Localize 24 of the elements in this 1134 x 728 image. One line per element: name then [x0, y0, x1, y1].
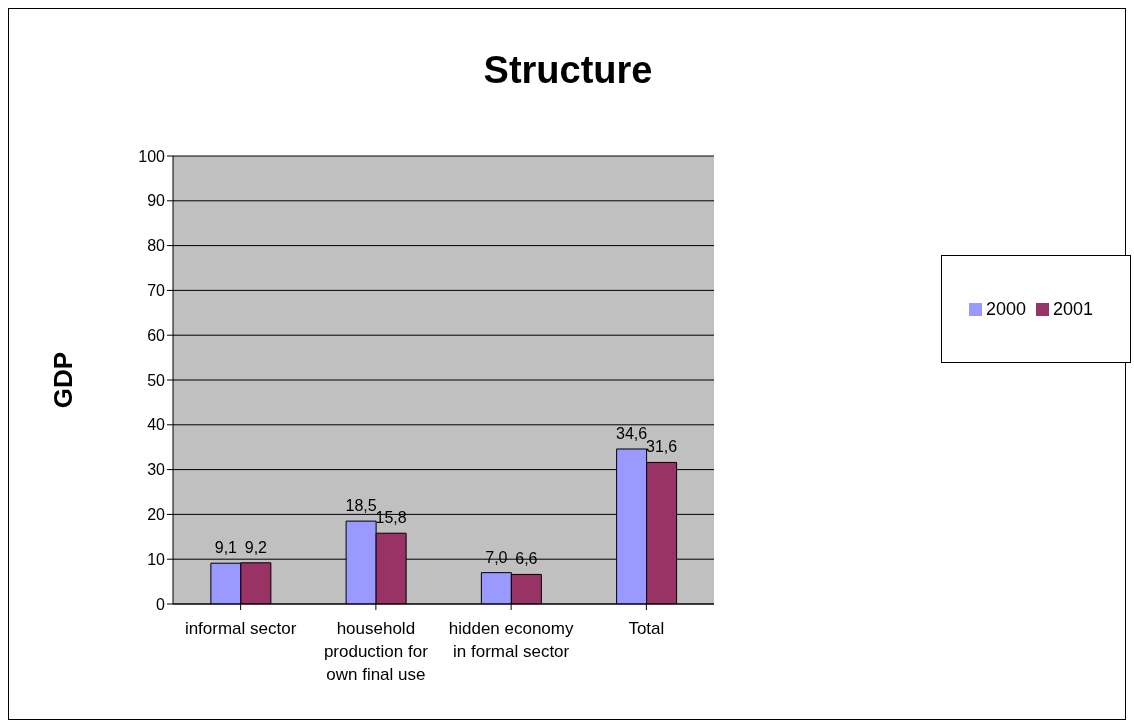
y-tick-label: 60	[147, 326, 166, 344]
y-tick-label: 30	[147, 461, 166, 479]
data-label: 9,1	[214, 539, 238, 557]
y-tick-label: 70	[147, 282, 166, 300]
y-tick-label: 10	[147, 550, 166, 568]
y-tick-label: 80	[147, 237, 166, 255]
y-tick-label: 100	[138, 147, 166, 165]
legend-label: 2000	[985, 298, 1026, 319]
x-tick-label: household production for own final use	[323, 619, 429, 684]
data-label: 18,5	[345, 497, 377, 515]
x-tick-label: Total	[628, 619, 665, 638]
y-tick-label: 20	[147, 506, 166, 524]
x-tick-label: informal sector	[184, 619, 297, 638]
y-tick-label: 50	[147, 371, 166, 389]
y-tick-label: 0	[156, 595, 166, 613]
y-tick-label: 90	[147, 192, 166, 210]
chart-title: Structure	[482, 49, 654, 92]
y-tick-label: 40	[147, 416, 166, 434]
data-label: 34,6	[616, 424, 648, 442]
y-axis-title: GDP	[48, 351, 79, 409]
data-label: 9,2	[244, 538, 268, 556]
x-tick-label: hidden economy in formal sector	[448, 619, 574, 661]
legend-label: 2001	[1053, 298, 1094, 319]
data-label: 31,6	[646, 438, 678, 456]
